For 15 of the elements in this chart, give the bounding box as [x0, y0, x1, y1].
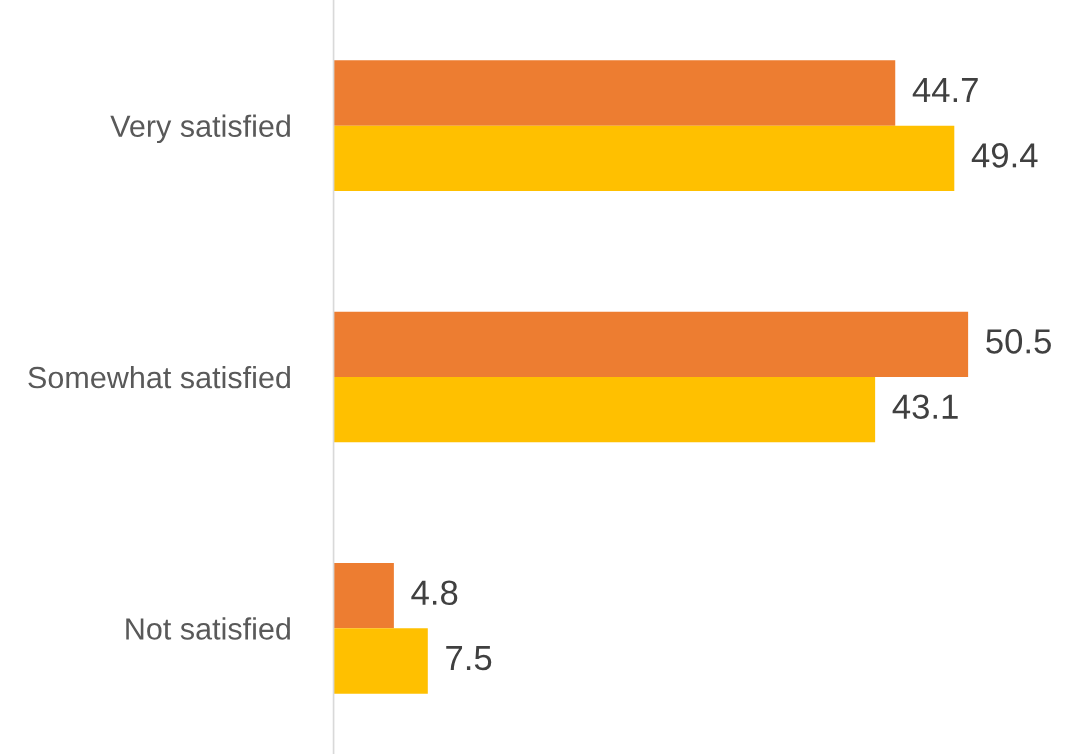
data-label: 50.5: [986, 329, 1051, 354]
y-tick-label: Not satisfied: [126, 617, 290, 640]
data-label: 49.4: [971, 143, 1038, 168]
bar: [333, 562, 394, 629]
data-label: 43.1: [892, 394, 958, 419]
bar: [333, 311, 969, 377]
y-tick-label: Very satisfied: [110, 114, 290, 144]
data-label: 7.5: [446, 646, 492, 671]
bar: [333, 628, 428, 694]
bar: [333, 377, 876, 443]
bar: [333, 125, 955, 192]
y-tick-label: Somewhat satisfied: [28, 365, 290, 389]
data-label: 4.8: [411, 580, 458, 605]
bar: [333, 60, 896, 126]
data-label: 44.7: [912, 78, 978, 102]
